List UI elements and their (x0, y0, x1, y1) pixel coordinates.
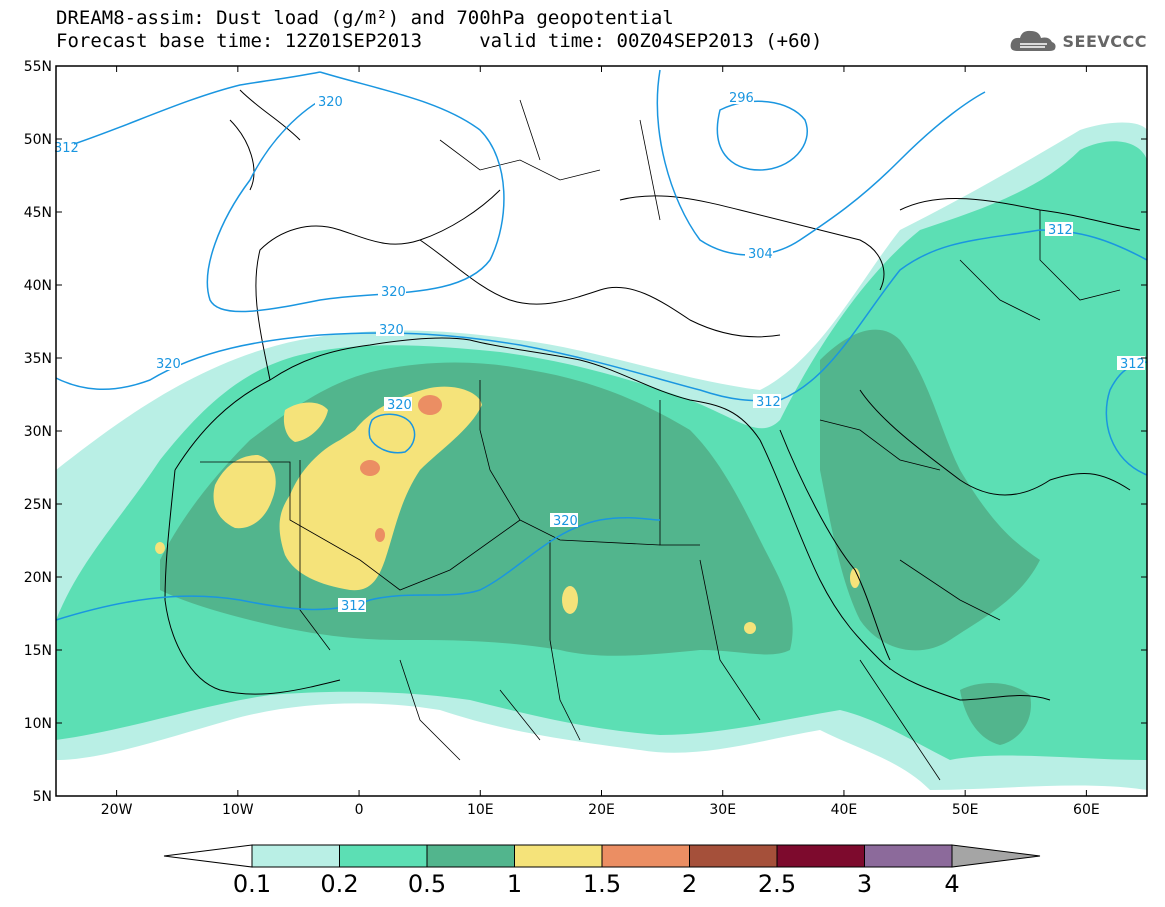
dust-band-15b (360, 460, 380, 476)
colorbar-max-arrow (951, 844, 1041, 868)
dust-band-1-spot4 (155, 542, 165, 554)
colorbar-label: 2.5 (757, 870, 797, 898)
dust-shading (56, 122, 1147, 790)
lat-tick-label: 45N (24, 205, 52, 221)
contour-label: 320 (156, 357, 181, 372)
contour-label: 320 (379, 323, 404, 338)
dust-band-1-small (283, 402, 328, 442)
contour-label: 312 (1120, 357, 1145, 372)
lat-tick-label: 50N (24, 132, 52, 148)
colorbar-label: 1.5 (582, 870, 622, 898)
colorbar-segment (601, 844, 690, 868)
colorbar-label: 1 (506, 870, 523, 898)
colorbar-segment (776, 844, 865, 868)
lat-tick-label: 25N (24, 497, 52, 513)
dust-band-05-arabia (820, 329, 1040, 651)
colorbar-segment (426, 844, 515, 868)
contour-label: 304 (748, 247, 773, 262)
contour-label: 320 (381, 285, 406, 300)
colorbar-segment (864, 844, 953, 868)
colorbar-label: 0.1 (232, 870, 272, 898)
dust-band-1 (279, 386, 482, 591)
dust-band-1-spot (562, 586, 578, 614)
lat-tick-label: 35N (24, 351, 52, 367)
lon-tick-label: 30E (709, 802, 736, 818)
dust-band-15c (375, 528, 385, 542)
dust-band-1-west (213, 455, 276, 529)
coastlines (164, 89, 1141, 701)
lon-tick-label: 10E (467, 802, 494, 818)
dust-band-15 (418, 395, 442, 415)
dust-band-05 (160, 362, 793, 656)
cloud-icon (1010, 30, 1056, 51)
axis-ticks: 55N 50N 45N 40N 35N 30N 25N 20N 15N 10N 5N 20W 10W 0 1… (24, 59, 1147, 818)
colorbar-segment (339, 844, 428, 868)
colorbar-segment (251, 844, 340, 868)
colorbar (163, 844, 1041, 868)
contour-label: 320 (318, 95, 343, 110)
colorbar-label: 3 (856, 870, 873, 898)
colorbar-segment (514, 844, 603, 868)
geopotential-contours (55, 69, 1148, 621)
lon-tick-label: 20E (588, 802, 615, 818)
lon-tick-label: 20W (101, 802, 133, 818)
lat-tick-label: 5N (33, 789, 52, 805)
forecast-time-line: Forecast base time: 12Z01SEP2013 valid t… (56, 30, 823, 52)
map-title: DREAM8-assim: Dust load (g/m²) and 700hP… (56, 7, 674, 29)
colorbar-label: 0.5 (407, 870, 447, 898)
brand-logo: SEEVCCC (1009, 26, 1148, 56)
colorbar-label: 0.2 (320, 870, 359, 898)
contour-label: 312 (756, 395, 781, 410)
contour-label: 296 (729, 91, 754, 106)
dust-band-1-spot2 (744, 622, 756, 634)
dust-band-1-spot3 (850, 568, 860, 588)
lat-tick-label: 15N (24, 643, 52, 659)
contour-label: 312 (54, 141, 79, 156)
colorbar-label: 4 (944, 870, 960, 898)
lat-tick-label: 30N (24, 424, 52, 440)
lon-tick-label: 50E (952, 802, 979, 818)
colorbar-segment (689, 844, 778, 868)
lon-tick-label: 0 (355, 802, 364, 818)
colorbar-min-arrow (163, 844, 253, 868)
lat-tick-label: 40N (24, 278, 52, 294)
contour-label: 312 (341, 599, 366, 614)
lat-tick-label: 20N (24, 570, 52, 586)
contour-labels: 312 320 296 320 320 320 304 312 320 312 … (52, 90, 1145, 614)
country-borders (200, 99, 1121, 781)
lon-tick-label: 60E (1073, 802, 1100, 818)
lon-tick-label: 40E (831, 802, 858, 818)
contour-label: 312 (1048, 223, 1073, 238)
lat-tick-label: 55N (24, 59, 52, 75)
contour-label: 320 (387, 398, 412, 413)
brand-name: SEEVCCC (1062, 31, 1147, 51)
colorbar-label: 2 (681, 870, 698, 898)
contour-label: 320 (553, 514, 578, 529)
lon-tick-label: 10W (222, 802, 254, 818)
lat-tick-label: 10N (24, 716, 52, 732)
